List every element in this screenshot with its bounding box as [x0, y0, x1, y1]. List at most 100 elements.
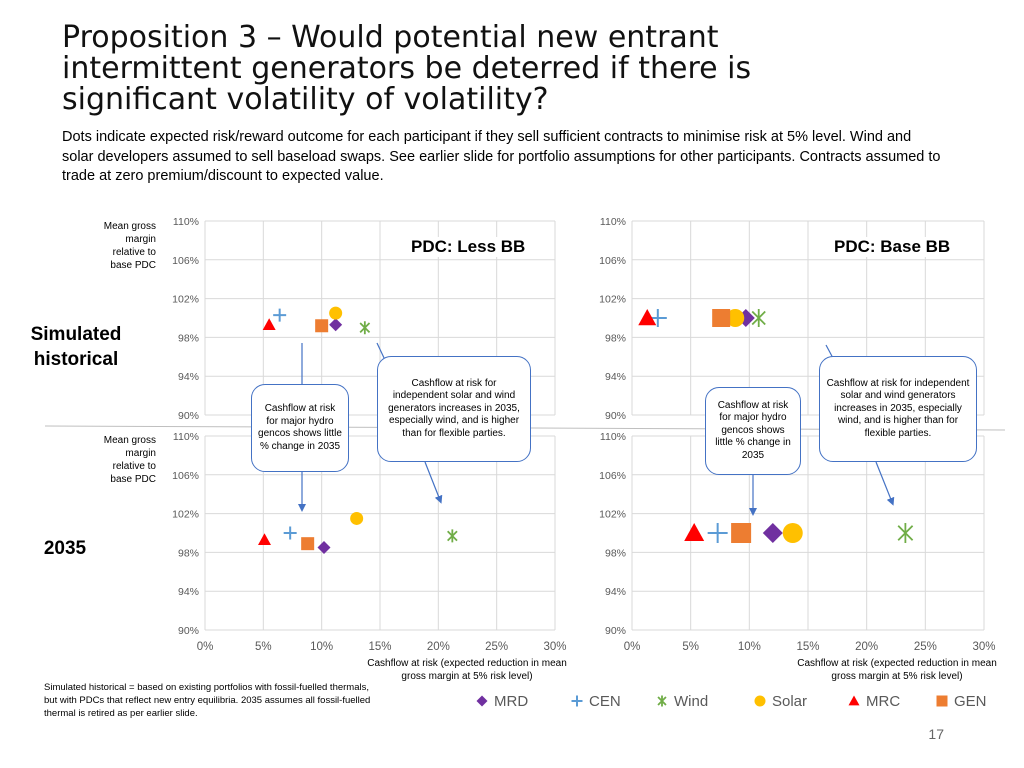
y-tick-label: 102%	[172, 509, 199, 521]
y-tick-label: 110%	[600, 431, 626, 443]
slide-title: Proposition 3 – Would potential new entr…	[62, 20, 752, 117]
slide-subtitle: Dots indicate expected risk/reward outco…	[62, 129, 941, 184]
y-tick-label: 110%	[600, 216, 626, 228]
x-tick-label: 20%	[855, 641, 878, 653]
point-solar	[350, 511, 364, 525]
legend-item-mrd: MRD	[476, 693, 528, 710]
x-tick-label: 30%	[543, 641, 566, 653]
panel-title-base-bb: PDC: Base BB	[830, 237, 955, 257]
callout-intermittent-right: Cashflow at risk for independent solar a…	[819, 356, 977, 462]
x-axis-label-right: Cashflow at risk (expected reduction in …	[797, 658, 997, 682]
y-tick-label: 90%	[178, 410, 199, 422]
point-mrd	[329, 318, 343, 332]
point-cen	[283, 526, 297, 540]
y-axis-label-bottom: Mean gross margin relative to base PDC	[103, 435, 156, 485]
y-tick-label: 98%	[178, 332, 199, 344]
y-tick-label: 102%	[172, 294, 199, 306]
callout-hydro-left: Cashflow at risk for major hydro gencos …	[251, 384, 349, 472]
point-mrd	[762, 523, 783, 543]
y-tick-label: 94%	[178, 586, 199, 598]
point-mrc	[638, 309, 657, 326]
x-axis-label-left: Cashflow at risk (expected reduction in …	[367, 658, 567, 682]
x-tick-label: 10%	[738, 641, 761, 653]
callout-intermittent-left-text: Cashflow at risk for independent solar a…	[388, 377, 520, 439]
legend-label: CEN	[589, 693, 621, 710]
y-tick-label: 90%	[605, 410, 626, 422]
point-wind	[447, 529, 458, 543]
point-solar	[782, 523, 803, 543]
callout-intermittent-left: Cashflow at risk for independent solar a…	[377, 356, 531, 462]
point-solar	[726, 309, 745, 327]
point-gen	[315, 319, 329, 333]
legend-item-solar: Solar	[754, 693, 807, 710]
legend-marker-solar	[754, 695, 766, 707]
point-mrc	[258, 533, 271, 545]
y-axis-label-top: Mean gross margin relative to base PDC	[103, 221, 156, 271]
panel-title-less-bb: PDC: Less BB	[407, 237, 530, 257]
legend-item-wind: Wind	[657, 693, 708, 710]
y-tick-label: 94%	[178, 371, 199, 383]
point-mrc	[684, 523, 705, 541]
callout-hydro-right-text: Cashflow at risk for major hydro gencos …	[715, 399, 791, 461]
footnote: Simulated historical = based on existing…	[44, 682, 371, 719]
x-tick-label: 0%	[197, 641, 214, 653]
y-tick-label: 94%	[605, 586, 626, 598]
y-tick-label: 102%	[599, 294, 626, 306]
y-tick-label: 106%	[172, 255, 199, 267]
y-tick-label: 110%	[173, 431, 199, 443]
chart-panel-2035-less: 90% 94% 98% 102% 106% 110% 0% 5% 10% 15% 20% 25% 30%	[172, 431, 566, 653]
point-gen	[731, 523, 752, 543]
legend-marker-mrd	[476, 695, 488, 707]
legend-label: Wind	[674, 693, 708, 710]
x-tick-label: 0%	[624, 641, 641, 653]
point-wind	[359, 321, 371, 335]
point-gen	[301, 537, 315, 551]
y-tick-label: 90%	[178, 625, 199, 637]
legend-item-cen: CEN	[571, 693, 621, 710]
legend-label: Solar	[772, 693, 807, 710]
legend-marker-mrc	[848, 695, 860, 706]
chart-legend: MRD CEN Wind Solar MRC GEN	[476, 693, 987, 710]
x-tick-label: 25%	[914, 641, 937, 653]
legend-marker-cen	[571, 695, 583, 707]
point-mrd	[317, 541, 331, 555]
x-tick-label: 30%	[972, 641, 995, 653]
row-label-2035: 2035	[43, 538, 87, 559]
y-tick-label: 94%	[605, 371, 626, 383]
legend-label: GEN	[954, 693, 987, 710]
legend-marker-wind	[657, 695, 667, 707]
y-tick-label: 110%	[173, 216, 199, 228]
x-tick-label: 15%	[368, 641, 391, 653]
point-mrc	[262, 318, 276, 330]
y-tick-label: 106%	[599, 470, 626, 482]
callout-hydro-right: Cashflow at risk for major hydro gencos …	[705, 387, 801, 475]
x-tick-label: 10%	[310, 641, 333, 653]
y-tick-label: 106%	[599, 255, 626, 267]
legend-item-mrc: MRC	[848, 693, 900, 710]
point-cen	[707, 523, 728, 543]
legend-label: MRC	[866, 693, 900, 710]
legend-item-gen: GEN	[936, 693, 987, 710]
point-gen	[712, 309, 731, 327]
y-tick-label: 98%	[605, 547, 626, 559]
x-tick-label: 20%	[427, 641, 450, 653]
y-tick-label: 90%	[605, 625, 626, 637]
chart-panel-2035-base: 90% 94% 98% 102% 106% 110% 0% 5% 10% 15% 20% 25% 30%	[599, 431, 995, 653]
x-tick-label: 5%	[682, 641, 699, 653]
legend-marker-gen	[936, 695, 948, 707]
callout-pointer	[424, 461, 443, 504]
y-tick-label: 106%	[172, 470, 199, 482]
point-solar	[329, 306, 343, 320]
callout-pointer	[875, 461, 895, 506]
point-cen	[273, 308, 287, 322]
x-tick-label: 25%	[485, 641, 508, 653]
callout-intermittent-right-text: Cashflow at risk for independent solar a…	[826, 377, 970, 439]
row-label-historical: Simulated historical	[30, 324, 122, 370]
x-tick-label: 5%	[255, 641, 272, 653]
page-number: 17	[928, 726, 944, 742]
y-tick-label: 98%	[605, 332, 626, 344]
callout-hydro-left-text: Cashflow at risk for major hydro gencos …	[258, 403, 342, 452]
y-tick-label: 98%	[178, 547, 199, 559]
y-tick-label: 102%	[599, 509, 626, 521]
legend-label: MRD	[494, 693, 528, 710]
